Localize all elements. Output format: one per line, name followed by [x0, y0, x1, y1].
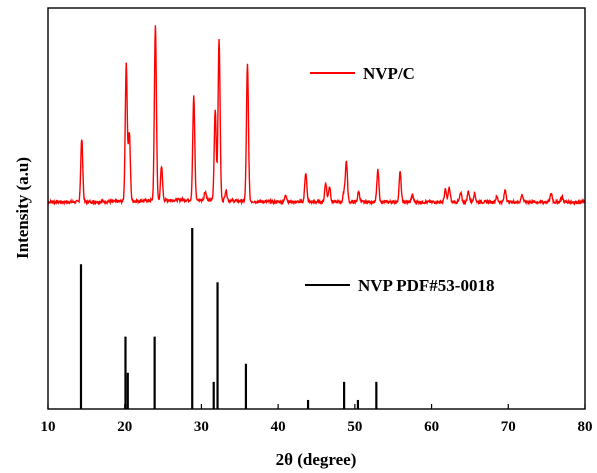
x-tick-label-10: 10	[41, 419, 56, 435]
x-tick-label-20: 20	[117, 419, 132, 435]
x-tick-label-30: 30	[194, 419, 209, 435]
legend-label-nvp-pdf: NVP PDF#53-0018	[358, 276, 494, 295]
y-axis-title: Intensity (a.u)	[13, 157, 32, 259]
series-sticks-nvp-pdf	[79, 228, 378, 409]
x-tick-label-80: 80	[578, 419, 593, 435]
plot-frame	[47, 7, 586, 410]
series-line-nvp-c	[47, 25, 586, 206]
x-axis-tick-labels: 10 20 30 40 50 60 70 80	[41, 419, 593, 435]
x-tick-label-70: 70	[501, 419, 516, 435]
x-axis-title: 2θ (degree)	[276, 450, 357, 469]
plot-area	[47, 25, 586, 409]
legend-label-nvp-c: NVP/C	[363, 64, 415, 83]
legend: NVP/C NVP PDF#53-0018	[305, 64, 494, 295]
x-axis-ticks	[47, 404, 586, 409]
x-tick-label-40: 40	[271, 419, 286, 435]
x-tick-label-60: 60	[424, 419, 439, 435]
x-tick-label-50: 50	[347, 419, 362, 435]
